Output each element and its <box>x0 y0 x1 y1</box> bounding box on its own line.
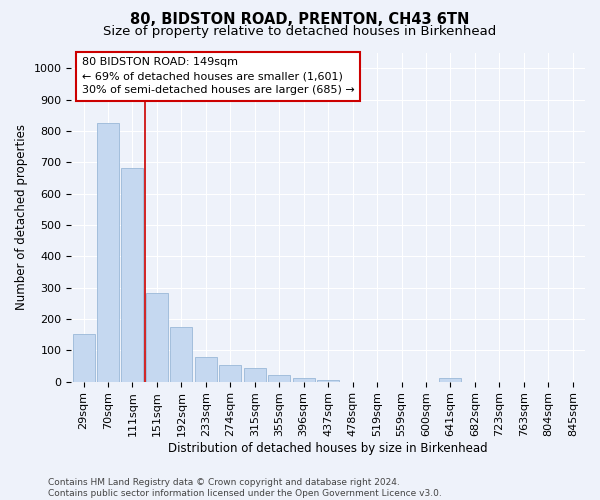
Text: Contains HM Land Registry data © Crown copyright and database right 2024.
Contai: Contains HM Land Registry data © Crown c… <box>48 478 442 498</box>
Bar <box>293 378 314 382</box>
Bar <box>219 365 241 382</box>
Text: 80, BIDSTON ROAD, PRENTON, CH43 6TN: 80, BIDSTON ROAD, PRENTON, CH43 6TN <box>130 12 470 28</box>
Bar <box>97 123 119 382</box>
Y-axis label: Number of detached properties: Number of detached properties <box>15 124 28 310</box>
Bar <box>244 368 266 382</box>
Text: Size of property relative to detached houses in Birkenhead: Size of property relative to detached ho… <box>103 25 497 38</box>
Bar <box>146 293 168 382</box>
Bar <box>121 168 143 382</box>
Bar <box>439 378 461 382</box>
Text: 80 BIDSTON ROAD: 149sqm
← 69% of detached houses are smaller (1,601)
30% of semi: 80 BIDSTON ROAD: 149sqm ← 69% of detache… <box>82 58 355 96</box>
Bar <box>268 374 290 382</box>
Bar <box>170 328 193 382</box>
X-axis label: Distribution of detached houses by size in Birkenhead: Distribution of detached houses by size … <box>169 442 488 455</box>
Bar <box>195 357 217 382</box>
Bar <box>73 334 95 382</box>
Bar <box>317 380 339 382</box>
